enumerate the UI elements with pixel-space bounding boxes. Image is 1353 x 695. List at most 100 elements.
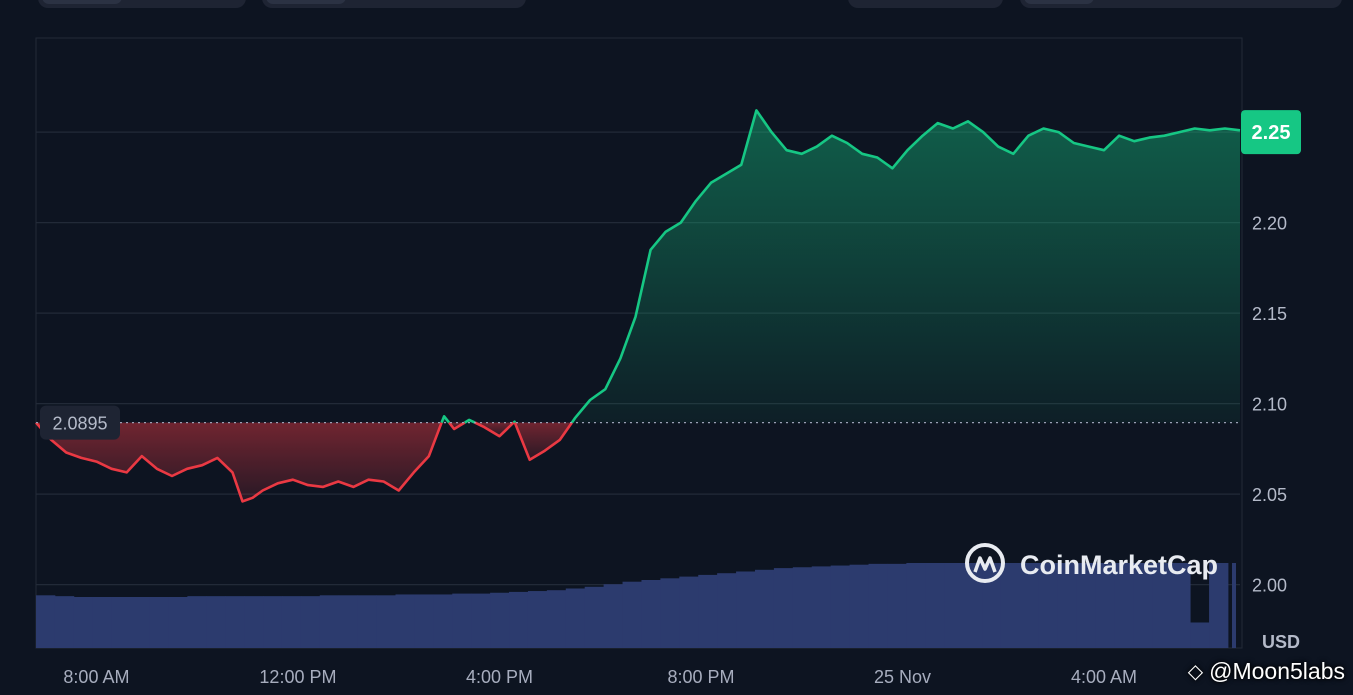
coinmarketcap-logo-icon <box>965 543 1005 583</box>
volume-bar <box>206 596 226 648</box>
volume-bar <box>811 566 832 648</box>
volume-bar <box>963 563 983 648</box>
x-axis-labels: 8:00 AM 12:00 PM 4:00 PM 8:00 PM 25 Nov 4:00 … <box>63 667 1137 687</box>
x-tick-label: 4:00 AM <box>1071 667 1137 687</box>
y-axis-labels: 2.002.052.102.152.202.25 <box>1252 123 1287 596</box>
y-tick-label: 2.05 <box>1252 485 1287 505</box>
volume-bar <box>849 564 869 648</box>
volume-bar <box>452 593 472 648</box>
volume-bar <box>830 565 850 648</box>
volume-bar <box>868 563 888 648</box>
volume-bar <box>622 581 642 648</box>
y-tick-label: 2.00 <box>1252 576 1287 596</box>
volume-bar <box>1057 563 1078 648</box>
coinmarketcap-m-icon <box>973 556 997 573</box>
volume-bar <box>1038 563 1059 648</box>
volume-bar <box>754 569 775 648</box>
volume-bar <box>338 595 359 648</box>
price-line-down <box>474 421 515 438</box>
volume-bar <box>73 597 94 648</box>
price-badges: 2.0895 2.25 <box>40 110 1301 440</box>
volume-bar <box>54 596 75 648</box>
volume-bar <box>1152 563 1172 648</box>
reference-price-badge: 2.0895 <box>40 405 120 440</box>
volume-bar <box>376 595 396 648</box>
volume-bar <box>679 576 699 648</box>
volume-bar <box>565 588 586 648</box>
volume-bar <box>603 584 623 648</box>
current-badge-bg <box>1241 110 1301 155</box>
volume-bar <box>660 578 680 648</box>
price-area <box>35 109 1241 503</box>
volume-bar <box>395 594 415 648</box>
volume-bar <box>1000 563 1021 648</box>
volume-bar <box>925 563 945 648</box>
reference-badge-bg <box>40 405 120 440</box>
volume-bar <box>509 591 529 648</box>
volume-bar <box>490 592 510 648</box>
current-price-badge: 2.25 <box>1241 110 1301 155</box>
volume-bar <box>1133 563 1153 648</box>
volume-bar <box>36 595 56 648</box>
volume-bar <box>263 596 283 648</box>
y-tick-label: 2.10 <box>1252 395 1287 415</box>
volume-bar <box>92 597 113 648</box>
x-tick-label: 25 Nov <box>874 667 931 687</box>
volume-bar <box>1171 563 1191 648</box>
volume-bar <box>187 596 207 648</box>
price-line-up <box>570 109 1241 424</box>
volume-bar <box>1076 563 1096 648</box>
volume-bar <box>944 563 964 648</box>
volume-bar <box>1232 563 1236 648</box>
y-tick-label: 2.15 <box>1252 304 1287 324</box>
volume-bar <box>319 595 340 648</box>
currency-label: USD <box>1262 632 1300 652</box>
volume-bar <box>149 597 169 648</box>
volume-bar <box>168 597 188 648</box>
volume-bar <box>225 596 245 648</box>
volume-bar <box>414 594 434 648</box>
current-price-label: 2.25 <box>1252 122 1291 144</box>
credit-watermark: ◇ @Moon5labs <box>1188 658 1345 685</box>
volume-bar <box>698 574 718 648</box>
volume-bars <box>36 563 1236 648</box>
price-line-down <box>35 421 443 503</box>
volume-bar <box>906 563 926 648</box>
price-line-down <box>513 421 573 462</box>
volume-bar <box>1190 622 1210 648</box>
volume-bar <box>130 597 150 648</box>
y-tick-label: 2.20 <box>1252 214 1287 234</box>
price-area-up <box>571 110 1240 423</box>
volume-bar <box>736 571 756 648</box>
volume-bar <box>244 596 264 648</box>
volume-bar <box>584 586 605 648</box>
volume-bar <box>527 591 548 648</box>
volume-bar <box>792 567 813 648</box>
volume-bar <box>300 596 321 648</box>
chart-type-selector[interactable] <box>848 0 1003 8</box>
volume-bar <box>641 580 661 648</box>
volume-bar <box>982 563 1002 648</box>
price-area-down <box>514 422 572 460</box>
range-selector-left[interactable] <box>38 0 246 8</box>
coinmarketcap-wordmark: CoinMarketCap <box>1020 550 1218 580</box>
volume-bar <box>1095 563 1115 648</box>
reference-price-label: 2.0895 <box>52 414 107 434</box>
x-tick-label: 4:00 PM <box>466 667 533 687</box>
price-line-up <box>464 418 476 424</box>
volume-bar <box>281 596 302 648</box>
binance-diamond-icon: ◇ <box>1187 661 1204 683</box>
x-tick-label: 8:00 PM <box>667 667 734 687</box>
price-line-up <box>512 420 517 424</box>
volume-bar <box>111 597 132 648</box>
volume-bar <box>1114 563 1134 648</box>
price-line-up <box>440 415 451 424</box>
volume-bar <box>773 568 794 648</box>
x-tick-label: 12:00 PM <box>259 667 336 687</box>
time-selector-right[interactable] <box>1020 0 1342 8</box>
range-selector-mid[interactable] <box>262 0 526 8</box>
volume-bar <box>1019 563 1040 648</box>
price-line-down <box>448 421 466 431</box>
volume-bar <box>1209 563 1229 648</box>
